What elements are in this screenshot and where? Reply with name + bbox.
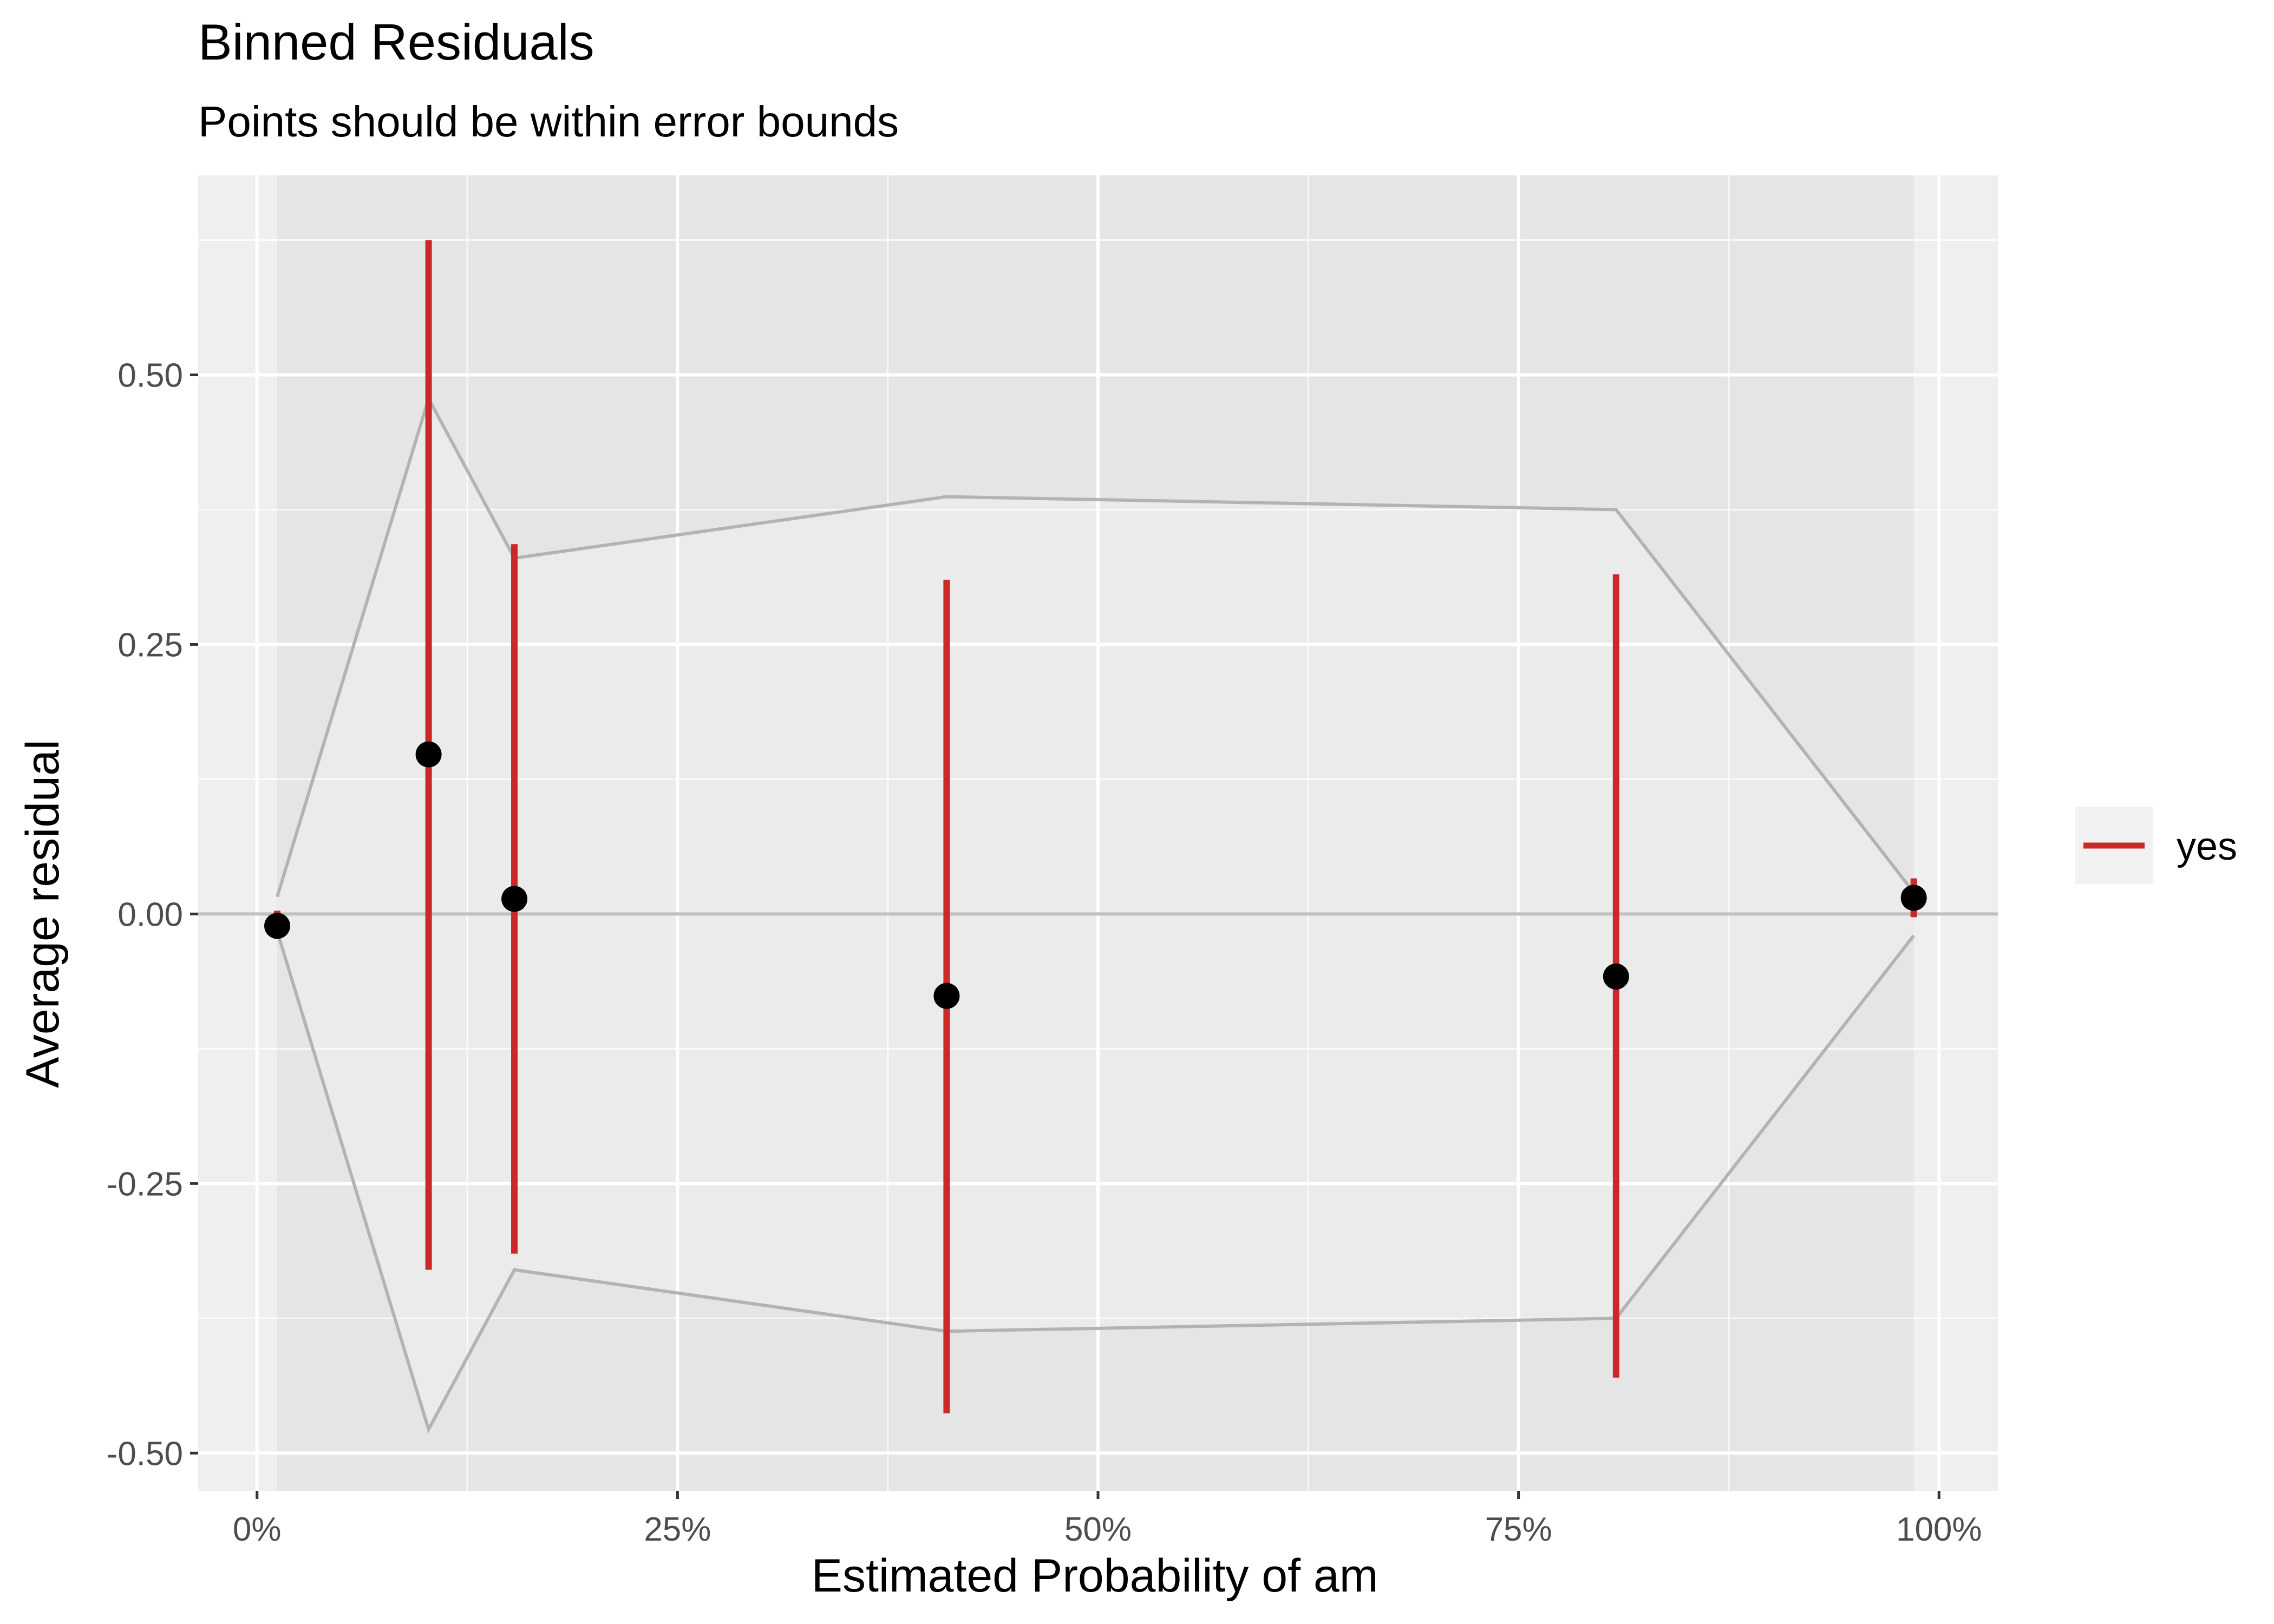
x-axis-title: Estimated Probability of am (812, 1550, 1378, 1602)
data-point (1603, 963, 1629, 990)
lower-bound-line (276, 931, 1916, 1434)
x-tick-label: 75% (1485, 1511, 1552, 1548)
data-point (501, 886, 528, 912)
legend: yes (2075, 807, 2237, 884)
y-axis-title: Average residual (17, 739, 69, 1088)
x-tick-label: 100% (1896, 1511, 1982, 1548)
y-tick-label: 0.50 (117, 357, 183, 394)
data-point (264, 913, 291, 939)
y-tick-label: -0.25 (107, 1165, 183, 1203)
y-axis-ticks: -0.50 -0.25 0.00 0.25 0.50 (107, 357, 198, 1472)
y-tick-label: 0.00 (117, 896, 183, 933)
y-tick-label: -0.50 (107, 1435, 183, 1472)
data-point (933, 983, 960, 1009)
data-point (1900, 885, 1927, 911)
x-tick-label: 50% (1064, 1511, 1132, 1548)
data-point (415, 741, 442, 768)
chart-title: Binned Residuals (198, 14, 594, 70)
error-bounds (276, 394, 1916, 1434)
chart-subtitle: Points should be within error bounds (198, 97, 899, 146)
x-tick-label: 25% (644, 1511, 711, 1548)
upper-bound-line (276, 394, 1916, 898)
data-points (264, 741, 1927, 1009)
x-axis-ticks: 0% 25% 50% 75% 100% (233, 1491, 1982, 1548)
x-tick-label: 0% (233, 1511, 282, 1548)
y-tick-label: 0.25 (117, 626, 183, 664)
legend-label-yes: yes (2177, 825, 2237, 868)
